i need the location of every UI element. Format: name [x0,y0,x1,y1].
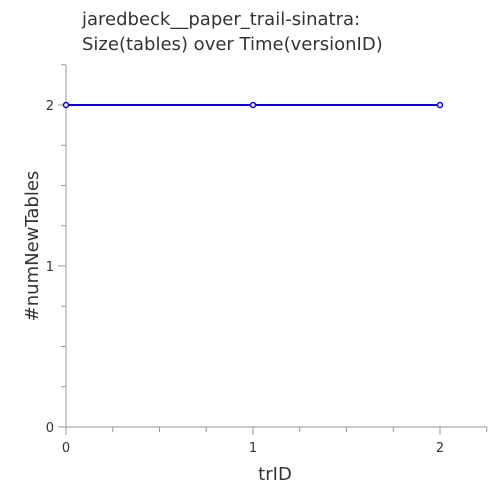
axis-ticks: 0 1 2 0 1 2 [46,64,488,456]
y-tick-label: 1 [46,260,54,275]
y-tick-label: 2 [46,99,54,114]
data-point [249,101,257,109]
data-point [436,101,444,109]
chart-subtitle: Size(tables) over Time(versionID) [82,34,383,55]
data-point [62,101,70,109]
chart-title: jaredbeck__paper_trail-sinatra: [81,9,360,30]
axes [65,65,487,428]
x-tick-label: 0 [62,441,70,456]
x-tick-label: 2 [436,441,444,456]
series-layer [62,101,444,109]
x-tick-label: 1 [249,441,257,456]
y-axis-title: #numNewTables [22,171,43,322]
y-tick-label: 0 [46,421,54,436]
x-axis-title: trID [258,464,292,485]
